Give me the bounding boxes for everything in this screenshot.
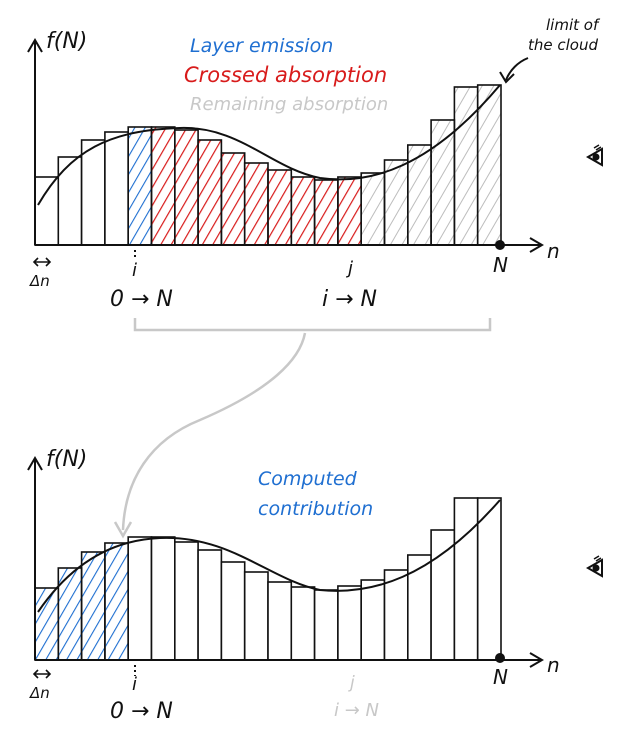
cloud-note-line-2: the cloud bbox=[528, 36, 598, 54]
top-bar bbox=[360, 172, 386, 246]
bottom-x-axis-arrow bbox=[529, 652, 544, 668]
connector-arrow bbox=[121, 332, 307, 531]
top-bar bbox=[337, 176, 362, 246]
bottom-bar bbox=[197, 549, 223, 661]
top-x-axis-arrow bbox=[529, 237, 544, 253]
bottom-panel: f(N) n Computed contribution i j N Δn 0 … bbox=[27, 447, 603, 724]
bottom-delta-n-label: Δn bbox=[29, 684, 50, 702]
top-bar bbox=[80, 139, 106, 246]
top-bar-group bbox=[34, 84, 502, 246]
top-bar bbox=[57, 156, 83, 246]
legend-emission: Layer emission bbox=[190, 35, 333, 57]
connector-arrowhead bbox=[113, 521, 133, 539]
bottom-bar bbox=[337, 585, 362, 661]
top-bar bbox=[243, 162, 269, 246]
bottom-bar bbox=[290, 586, 316, 661]
top-bar bbox=[453, 86, 479, 246]
top-bar bbox=[430, 119, 456, 246]
bottom-bar bbox=[80, 551, 106, 661]
top-bar bbox=[267, 169, 293, 246]
legend-remaining: Remaining absorption bbox=[190, 94, 388, 115]
top-bar bbox=[476, 84, 502, 246]
top-bar bbox=[174, 129, 199, 246]
top-delta-n-arrow bbox=[32, 257, 52, 267]
top-bar bbox=[197, 139, 223, 246]
bottom-bar bbox=[150, 536, 176, 661]
bottom-bar bbox=[243, 571, 269, 661]
top-tick-i-label: i bbox=[132, 260, 137, 281]
top-x-axis-label: n bbox=[547, 239, 560, 263]
bottom-delta-n-arrow bbox=[32, 669, 52, 679]
top-axis-label: f(N) bbox=[46, 29, 87, 54]
top-density-curve bbox=[37, 84, 501, 206]
bottom-bar bbox=[127, 536, 153, 661]
bottom-bar bbox=[476, 497, 502, 661]
bottom-bar-group bbox=[34, 497, 502, 661]
top-cloud-limit-dot bbox=[495, 240, 505, 250]
cloud-note-line-1: limit of bbox=[546, 16, 601, 34]
top-bar bbox=[150, 126, 176, 246]
bottom-tick-j-label: j bbox=[348, 673, 355, 693]
top-tick-j-label: j bbox=[345, 258, 353, 279]
top-bar bbox=[34, 176, 60, 246]
top-range-0-N: 0 → N bbox=[110, 287, 173, 312]
top-y-axis-arrow bbox=[27, 38, 43, 53]
bottom-bar bbox=[267, 581, 293, 661]
bottom-bar bbox=[220, 561, 246, 661]
bottom-note-line-1: Computed bbox=[258, 468, 358, 490]
bottom-range-i-N: i → N bbox=[334, 700, 379, 721]
top-bar bbox=[383, 159, 409, 246]
top-bar bbox=[220, 152, 246, 246]
bottom-bar bbox=[406, 554, 432, 661]
bottom-bar bbox=[453, 497, 479, 661]
bottom-bar bbox=[313, 589, 339, 661]
bottom-bar bbox=[174, 541, 199, 661]
top-tick-N-label: N bbox=[493, 253, 508, 277]
top-brace bbox=[133, 318, 492, 332]
legend-crossed: Crossed absorption bbox=[184, 63, 387, 87]
top-bar bbox=[127, 126, 153, 246]
top-bar bbox=[313, 179, 339, 246]
eye-icon bbox=[585, 144, 603, 167]
bottom-cloud-limit-dot bbox=[495, 653, 505, 663]
bottom-range-0-N: 0 → N bbox=[110, 699, 173, 724]
top-bar bbox=[104, 131, 130, 246]
bottom-note-line-2: contribution bbox=[258, 498, 373, 520]
bottom-bar bbox=[104, 542, 130, 661]
top-delta-n-label: Δn bbox=[29, 272, 50, 290]
eye-icon bbox=[585, 555, 603, 578]
bottom-tick-i-label: i bbox=[132, 674, 137, 695]
cloud-note-arrow bbox=[505, 57, 529, 81]
bottom-bar bbox=[430, 529, 456, 661]
top-bar bbox=[290, 176, 316, 246]
top-panel: f(N) n Layer emission Crossed absorption… bbox=[27, 16, 603, 332]
cloud-note-arrowhead bbox=[499, 71, 515, 84]
bottom-x-axis-label: n bbox=[547, 653, 560, 677]
bottom-axis-label: f(N) bbox=[46, 447, 87, 472]
bottom-bar bbox=[360, 579, 386, 661]
bottom-tick-N-label: N bbox=[493, 665, 508, 689]
top-range-i-N: i → N bbox=[322, 287, 377, 312]
bottom-y-axis-arrow bbox=[27, 456, 43, 471]
bottom-density-curve bbox=[37, 499, 501, 613]
